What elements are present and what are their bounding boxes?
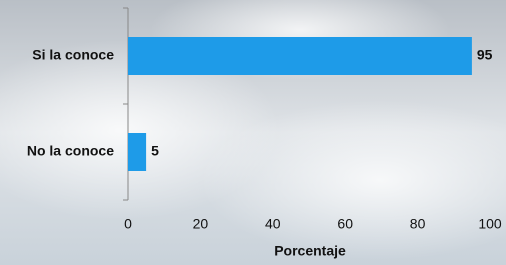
y-tick-label: No la conoce xyxy=(27,143,114,159)
x-tick-label: 80 xyxy=(410,216,426,232)
x-axis-label: Porcentaje xyxy=(274,243,346,259)
bar xyxy=(128,37,472,75)
data-label: 5 xyxy=(151,143,159,159)
x-tick-label: 20 xyxy=(193,216,209,232)
bar xyxy=(128,133,146,171)
x-tick-label: 100 xyxy=(478,216,502,232)
x-tick-label: 0 xyxy=(124,216,132,232)
x-tick-label: 60 xyxy=(337,216,353,232)
x-tick-label: 40 xyxy=(265,216,281,232)
data-label: 95 xyxy=(477,47,493,63)
chart: Porcentaje 0 20 40 60 80 100 Si la conoce 95 No … xyxy=(0,0,506,265)
y-tick-label: Si la conoce xyxy=(32,47,114,63)
